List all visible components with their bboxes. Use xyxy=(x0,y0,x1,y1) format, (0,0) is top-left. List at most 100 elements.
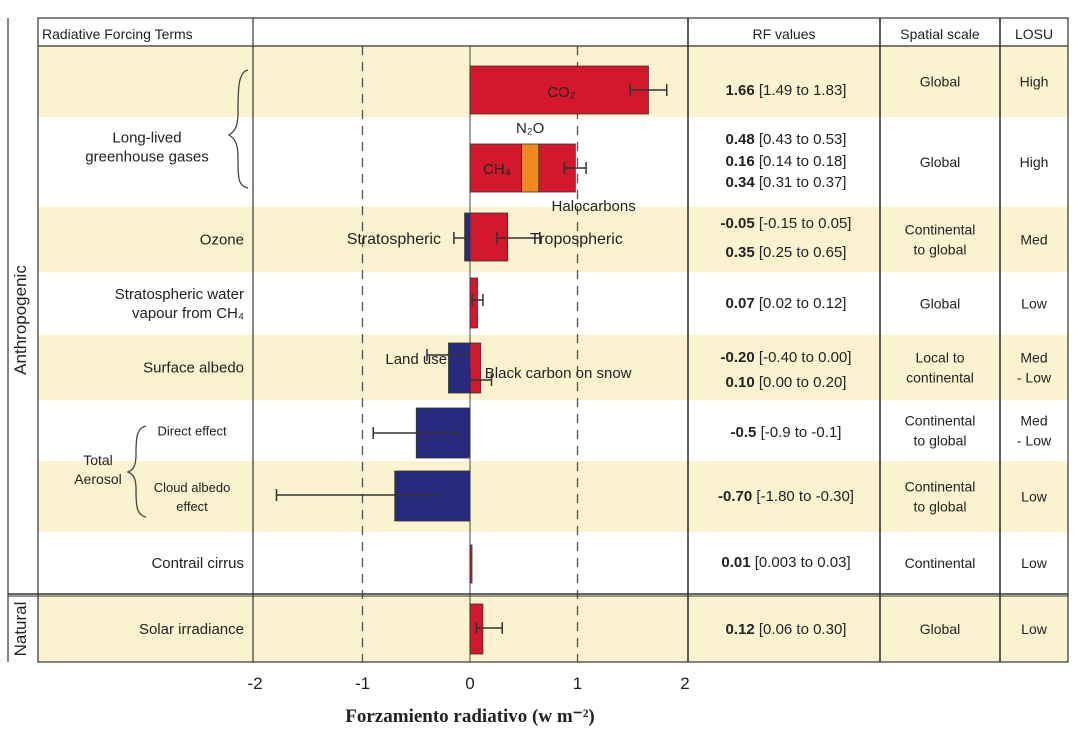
bar-label-ch4: CH₄ xyxy=(483,161,511,178)
term-label: Surface albedo xyxy=(143,360,244,377)
bar-cloud-albedo xyxy=(394,470,471,522)
bar-label-n2o: N₂O xyxy=(516,120,544,137)
bar-stratospheric-ozone xyxy=(464,212,471,262)
term-label: Direct effect xyxy=(157,424,227,439)
spatial-scale-text: continental xyxy=(906,370,974,386)
rf-value: 0.12 xyxy=(726,621,755,638)
aerosol-total-label: Total xyxy=(83,452,113,468)
rf-value: -0.5 xyxy=(731,424,757,441)
bar-label-black-carbon: Black carbon on snow xyxy=(485,365,632,382)
term-label: Stratospheric water xyxy=(115,286,244,303)
spatial-scale-text: Global xyxy=(920,621,960,637)
rf-value: -0.70 xyxy=(718,488,752,505)
header-terms: Radiative Forcing Terms xyxy=(42,26,193,42)
losu-text: Med xyxy=(1020,350,1047,366)
bar-label-tropospheric: Tropospheric xyxy=(530,231,623,248)
row-band xyxy=(38,461,1068,532)
rf-value-text: 0.48 [0.43 to 0.53] xyxy=(726,131,847,148)
rf-range: [1.49 to 1.83] xyxy=(755,82,847,99)
rf-range: [0.003 to 0.03] xyxy=(751,554,851,571)
rf-value: 0.10 xyxy=(726,374,755,391)
row-band xyxy=(38,596,1068,662)
table-frame xyxy=(37,17,1069,663)
spatial-scale-text: Continental xyxy=(905,413,976,429)
x-tick-label: -2 xyxy=(247,674,262,693)
losu-text: Low xyxy=(1021,489,1048,505)
rf-range: [0.02 to 0.12] xyxy=(755,295,847,312)
bar-ch4 xyxy=(469,143,522,193)
bar-label-land-use: Land use xyxy=(385,351,447,368)
rf-range: [0.25 to 0.65] xyxy=(755,244,847,261)
spatial-scale-text: Continental xyxy=(905,555,976,571)
term-label: vapour from CH₄ xyxy=(132,305,244,322)
rf-value-text: 0.10 [0.00 to 0.20] xyxy=(726,374,847,391)
rf-range: [0.06 to 0.30] xyxy=(755,621,847,638)
rf-value: -0.20 xyxy=(721,349,755,366)
rf-range: [0.43 to 0.53] xyxy=(755,131,847,148)
row-band xyxy=(38,207,1068,272)
x-tick-label: 1 xyxy=(573,674,582,693)
aerosol-total-label: Aerosol xyxy=(74,471,121,487)
bar-n2o xyxy=(521,143,540,193)
losu-text: - Low xyxy=(1017,433,1052,449)
group-label: Anthropogenic xyxy=(11,265,30,375)
rf-value: 1.66 xyxy=(726,82,755,99)
rf-value: 0.34 xyxy=(726,174,756,191)
rf-range: [-0.9 to -0.1] xyxy=(756,424,841,441)
spatial-scale-text: to global xyxy=(914,499,967,515)
row-band xyxy=(38,335,1068,400)
rf-value-text: 0.07 [0.02 to 0.12] xyxy=(726,295,847,312)
rf-value-text: -0.05 [-0.15 to 0.05] xyxy=(721,215,852,232)
bar-co2 xyxy=(469,65,649,115)
group-label: Natural xyxy=(11,602,30,657)
losu-text: High xyxy=(1020,154,1049,170)
rf-value-text: 1.66 [1.49 to 1.83] xyxy=(726,82,847,99)
bar-land-use xyxy=(448,342,471,394)
losu-text: Low xyxy=(1021,555,1048,571)
rf-value-text: 0.12 [0.06 to 0.30] xyxy=(726,621,847,638)
rf-value-text: -0.20 [-0.40 to 0.00] xyxy=(721,349,852,366)
rf-value: -0.05 xyxy=(721,215,755,232)
rf-value-text: 0.16 [0.14 to 0.18] xyxy=(726,153,847,170)
header-losu: LOSU xyxy=(1015,26,1053,42)
term-label: Cloud albedo xyxy=(154,480,231,495)
header-spatial-scale: Spatial scale xyxy=(900,26,980,42)
rf-range: [-1.80 to -0.30] xyxy=(752,488,854,505)
term-label: Contrail cirrus xyxy=(151,555,244,572)
rf-range: [0.31 to 0.37] xyxy=(755,174,847,191)
bar-black-carbon xyxy=(469,342,482,394)
term-label: Ozone xyxy=(200,232,244,249)
rf-range: [-0.15 to 0.05] xyxy=(755,215,852,232)
rf-value: 0.48 xyxy=(726,131,755,148)
rf-value-text: -0.70 [-1.80 to -0.30] xyxy=(718,488,854,505)
x-tick-label: -1 xyxy=(355,674,370,693)
rf-value: 0.07 xyxy=(726,295,755,312)
spatial-scale-text: to global xyxy=(914,433,967,449)
losu-text: Low xyxy=(1021,296,1048,312)
bar-label-stratospheric: Stratospheric xyxy=(347,231,441,248)
ghg-brace xyxy=(227,69,249,189)
losu-text: - Low xyxy=(1017,370,1052,386)
spatial-scale-text: Global xyxy=(920,154,960,170)
spatial-scale-text: Local to xyxy=(915,350,964,366)
spatial-scale-text: Global xyxy=(920,74,960,90)
bar-label-co2: CO₂ xyxy=(547,84,576,101)
rf-range: [0.00 to 0.20] xyxy=(755,374,847,391)
x-tick-label: 2 xyxy=(680,674,689,693)
bar-contrails xyxy=(469,544,473,584)
losu-text: High xyxy=(1020,74,1049,90)
rf-range: [-0.40 to 0.00] xyxy=(755,349,852,366)
losu-text: Low xyxy=(1021,621,1048,637)
losu-text: Med xyxy=(1020,413,1047,429)
term-label: Solar irradiance xyxy=(139,621,244,638)
rf-value-text: -0.5 [-0.9 to -0.1] xyxy=(731,424,842,441)
term-label: Long-lived xyxy=(112,130,181,147)
losu-text: Med xyxy=(1020,232,1047,248)
term-label: effect xyxy=(176,499,208,514)
spatial-scale-text: to global xyxy=(914,242,967,258)
rf-value: 0.35 xyxy=(726,244,755,261)
spatial-scale-text: Continental xyxy=(905,222,976,238)
rf-value: 0.16 xyxy=(726,153,755,170)
